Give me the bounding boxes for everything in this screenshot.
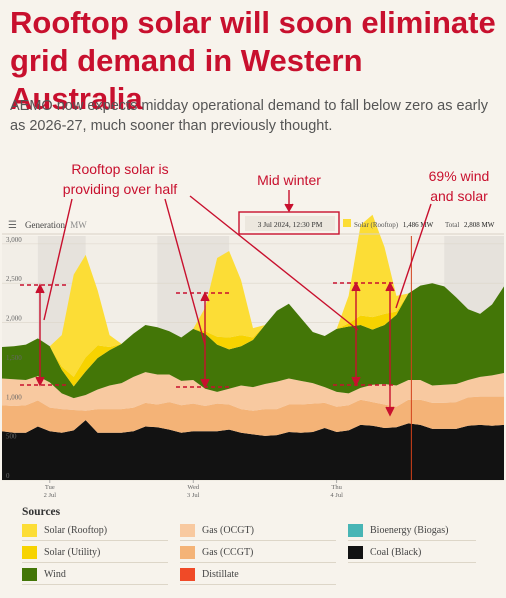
chart-header: ☰ Generation MW 3 Jul 2024, 12:30 PM Sol… (2, 216, 504, 235)
tooltip-solar-label: Solar (Rooftop) (354, 221, 399, 229)
legend-item-wind[interactable]: Wind (22, 568, 168, 585)
legend-label: Gas (CCGT) (202, 547, 254, 558)
tooltip-highlight-box (238, 211, 340, 235)
annotations: Mid winter Rooftop solar is providing ov… (20, 161, 490, 417)
legend-swatch (180, 568, 195, 581)
legend-swatch (348, 524, 363, 537)
legend-item-gas-ocgt[interactable]: Gas (OCGT) (180, 524, 336, 541)
annotation-rooftop-line2: providing over half (63, 181, 178, 197)
tooltip-time-box (245, 216, 335, 231)
legend-label: Bioenergy (Biogas) (370, 525, 449, 536)
stacked-areas (2, 214, 504, 480)
legend-title: Sources (22, 506, 61, 518)
legend-swatch (22, 524, 37, 537)
legend-item-distillate[interactable]: Distillate (180, 568, 336, 585)
legend-swatch (22, 546, 37, 559)
midwinter-pointer (189, 195, 359, 331)
tooltip-total-value: 2,808 MW (464, 221, 495, 229)
chart-unit: MW (70, 220, 87, 230)
area-gas-ccgt (2, 396, 504, 436)
x-tick-label: Wed (187, 484, 199, 491)
y-tick-label: 1,500 (6, 354, 22, 362)
area-solar-rooftop (2, 214, 504, 377)
day1-arrowheads (35, 283, 45, 387)
y-axis: 0 500 1,000 1,500 2,000 2,500 3,000 (6, 236, 22, 480)
y-tick-label: 500 (6, 433, 17, 441)
legend-label: Gas (OCGT) (202, 525, 254, 536)
day3-left-arrowheads (351, 281, 361, 387)
x-tick-label: Tue (45, 484, 55, 491)
legend-item-coal[interactable]: Coal (Black) (348, 546, 476, 563)
legend-swatch (180, 546, 195, 559)
legend-item-bioenergy[interactable]: Bioenergy (Biogas) (348, 524, 476, 541)
area-gas-ocgt (2, 372, 504, 411)
legend-label: Distillate (202, 569, 239, 580)
y-tick-label: 2,500 (6, 275, 22, 283)
y-tick-label: 1,000 (6, 393, 22, 401)
annotation-mid-winter: Mid winter (257, 172, 321, 188)
subtitle: AEMO now expects midday operational dema… (10, 98, 488, 134)
tooltip-total: Total 2,808 MW (445, 221, 495, 229)
chart-title: Generation MW (25, 220, 87, 230)
area-coal (2, 420, 504, 480)
y-tick-label: 2,000 (6, 315, 22, 323)
tooltip-solar: Solar (Rooftop) 1,486 MW (354, 221, 434, 229)
annotation-wind-solar-line2: and solar (430, 188, 488, 204)
wind-solar-pointer (395, 203, 432, 309)
day3-right-arrowheads (385, 281, 395, 417)
annotation-rooftop-line1: Rooftop solar is (71, 161, 168, 177)
legend-item-solar-utility[interactable]: Solar (Utility) (22, 546, 168, 563)
tooltip-solar-swatch (343, 219, 351, 227)
legend-item-solar-rooftop[interactable]: Solar (Rooftop) (22, 524, 168, 541)
tooltip-solar-value: 1,486 MW (403, 221, 434, 229)
x-tick-label: Thu (331, 484, 342, 491)
legend: Sources Solar (Rooftop) Gas (OCGT) Bioener… (22, 506, 492, 585)
x-tick-sublabel: 4 Jul (330, 492, 343, 499)
rooftop-pointer-left (43, 198, 73, 321)
rooftop-pointer-right (164, 198, 206, 346)
legend-label: Solar (Rooftop) (44, 525, 108, 536)
tooltip-total-label: Total (445, 221, 459, 229)
x-tick-sublabel: 2 Jul (44, 492, 57, 499)
chart-title-text: Generation (25, 220, 65, 230)
x-tick-sublabel: 3 Jul (187, 492, 200, 499)
legend-item-gas-ccgt[interactable]: Gas (CCGT) (180, 546, 336, 563)
day2-arrowheads (200, 291, 210, 389)
legend-label: Wind (44, 569, 66, 580)
tooltip-time: 3 Jul 2024, 12:30 PM (258, 220, 323, 229)
legend-swatch (180, 524, 195, 537)
legend-label: Coal (Black) (370, 547, 422, 558)
annotation-wind-solar-line1: 69% wind (429, 168, 490, 184)
legend-swatch (348, 546, 363, 559)
mid-winter-arrowhead (284, 203, 294, 213)
legend-swatch (22, 568, 37, 581)
legend-grid: Solar (Rooftop) Gas (OCGT) Bioenergy (Biog… (22, 524, 492, 585)
menu-icon[interactable]: ☰ (8, 220, 17, 231)
y-tick-label: 0 (6, 472, 10, 480)
headline: Rooftop solar will soon eliminate grid d… (10, 5, 496, 116)
y-tick-label: 3,000 (6, 236, 22, 244)
area-wind (2, 283, 504, 399)
legend-label: Solar (Utility) (44, 547, 101, 558)
